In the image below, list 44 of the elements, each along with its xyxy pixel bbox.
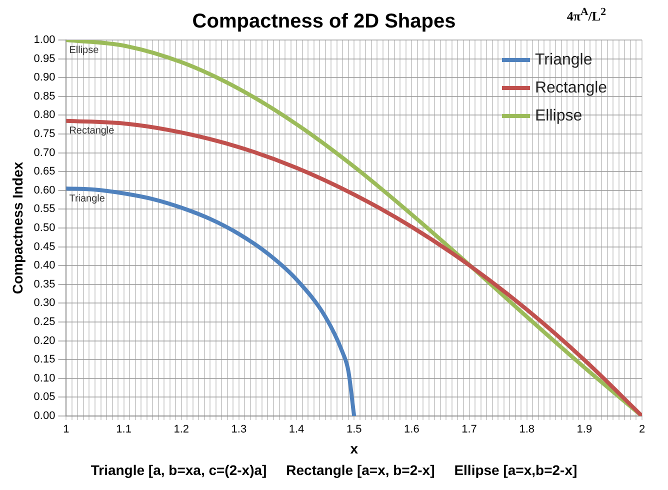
y-axis-title: Compactness Index [9, 162, 26, 294]
y-tick-label: 0.90 [34, 72, 56, 84]
x-tick-label: 2 [638, 424, 646, 436]
y-tick-label: 0.60 [34, 184, 56, 196]
x-tick-label: 1 [63, 424, 70, 436]
x-tick-label: 1.9 [576, 424, 592, 436]
y-tick-label: 1.00 [34, 34, 56, 46]
y-tick-label: 0.45 [34, 240, 56, 253]
legend-label: Triangle [535, 51, 592, 68]
y-tick-label: 0.50 [34, 222, 56, 234]
x-tick-label: 1.7 [462, 424, 477, 436]
y-tick-label: 0.65 [34, 166, 56, 178]
y-tick-label: 0.25 [34, 316, 56, 328]
x-tick-label: 1.2 [174, 424, 190, 436]
y-tick-label: 0.95 [34, 52, 56, 65]
text: 4π$^{A}$/L$^{2}$ [566, 6, 606, 24]
y-tick-label: 0.00 [34, 410, 56, 422]
chart-title: Compactness of 2D Shapes [192, 10, 456, 33]
x-tick-label: 1.4 [288, 424, 304, 436]
y-tick-label: 0.55 [34, 203, 56, 216]
text: Triangle [69, 193, 105, 204]
y-tick-label: 0.70 [34, 146, 56, 159]
text: Triangle [a, b=xa, c=(2-x)a] Rectangle [a=x, b=2-x] Ellipse [a=x,b=2-x] [90, 462, 578, 478]
y-tick-label: 0.20 [34, 334, 56, 347]
text: Ellipse [69, 44, 99, 56]
x-tick-label: 1.6 [404, 424, 420, 436]
x-tick-label: 1.5 [346, 424, 362, 436]
line-series [66, 186, 356, 416]
y-tick-label: 0.35 [34, 278, 56, 290]
y-tick-label: 0.40 [34, 260, 56, 272]
y-tick-label: 0.30 [34, 297, 56, 310]
y-tick-label: 0.10 [34, 372, 56, 384]
text: Rectangle [69, 126, 114, 137]
x-tick-label: 1.1 [116, 424, 132, 436]
y-tick-label: 0.80 [34, 109, 56, 122]
y-tick-label: 0.05 [34, 391, 56, 404]
x-tick-label: 1.8 [519, 424, 534, 436]
y-tick-label: 0.15 [34, 354, 56, 366]
y-tick-label: 0.85 [34, 90, 56, 102]
x-axis-title: x [350, 440, 358, 456]
x-tick-label: 1.3 [231, 424, 247, 436]
legend-label: Rectangle [535, 79, 608, 96]
y-tick-label: 0.75 [34, 128, 56, 140]
legend-label: Ellipse [535, 107, 582, 124]
